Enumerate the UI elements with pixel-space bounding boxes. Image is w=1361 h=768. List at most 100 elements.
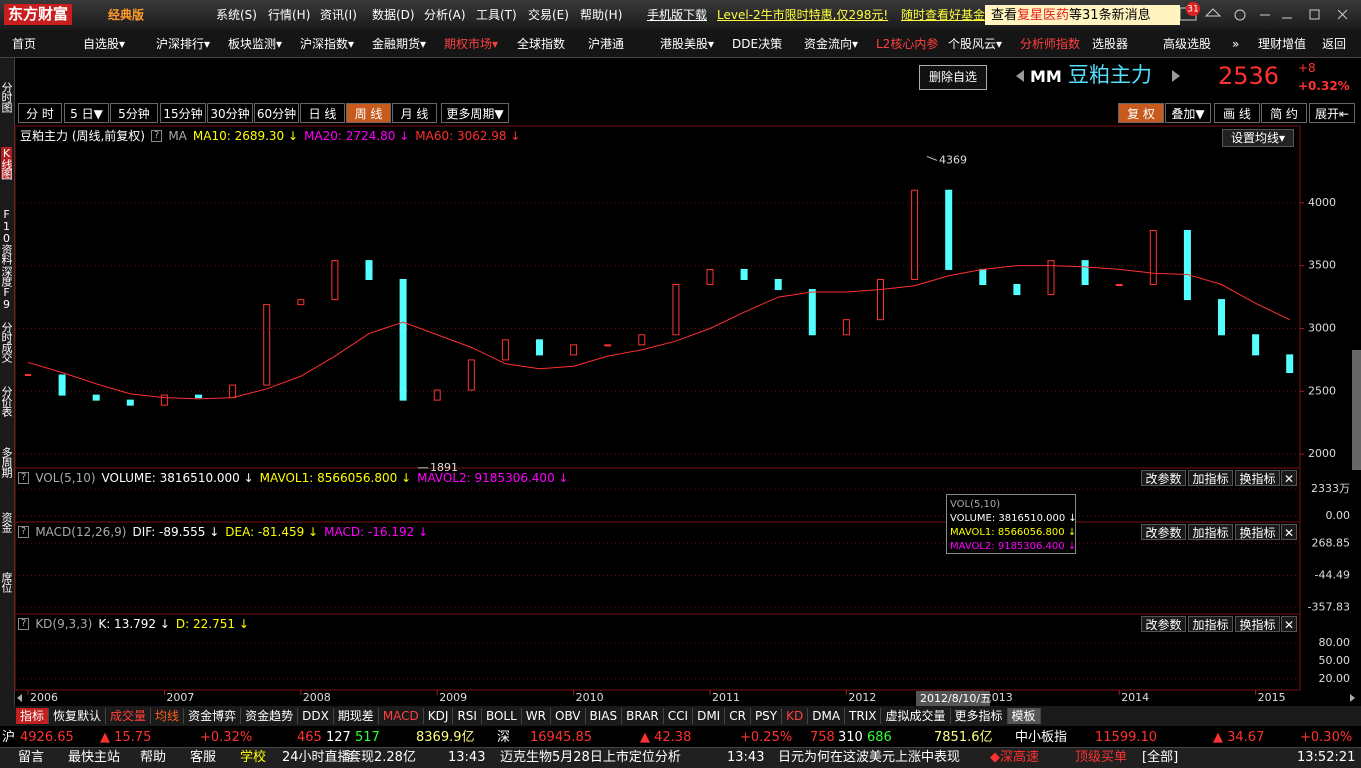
nav-item[interactable]: 资金流向▾ xyxy=(804,37,859,51)
panel-button[interactable]: 改参数 xyxy=(1141,616,1186,632)
panel-button[interactable]: 改参数 xyxy=(1141,524,1186,540)
help-box[interactable]: ? xyxy=(151,130,163,142)
indicator-tab[interactable]: BOLL xyxy=(482,708,522,724)
period-button[interactable]: 60分钟 xyxy=(254,103,299,123)
tool-button[interactable]: 叠加▼ xyxy=(1165,103,1211,123)
indicator-tab[interactable]: DDX xyxy=(298,708,334,724)
status-item[interactable]: 学校 xyxy=(240,750,267,765)
menu-item[interactable]: 工具(T) xyxy=(476,8,517,22)
nav-item[interactable]: 返回 xyxy=(1322,37,1347,51)
help-box[interactable]: ? xyxy=(18,526,30,538)
indicator-tab[interactable]: TRIX xyxy=(845,708,882,724)
nav-item[interactable]: 个股风云▾ xyxy=(948,37,1003,51)
scroll-left[interactable] xyxy=(17,694,22,702)
nav-item[interactable]: DDE决策 xyxy=(732,37,783,51)
nav-item[interactable]: 金融期货▾ xyxy=(372,37,427,51)
menu-item[interactable]: 资讯(I) xyxy=(320,8,357,22)
menu-item[interactable]: 数据(D) xyxy=(372,8,415,22)
indicator-tab[interactable]: 模板 xyxy=(1007,708,1041,724)
tool-button[interactable]: 画 线 xyxy=(1214,103,1260,123)
menu-item[interactable]: 系统(S) xyxy=(216,8,257,22)
nav-item[interactable]: 沪深指数▾ xyxy=(300,37,355,51)
nav-item[interactable]: 沪港通 xyxy=(588,37,625,51)
panel-button[interactable]: 加指标 xyxy=(1188,616,1233,632)
period-button[interactable]: 5分钟 xyxy=(110,103,158,123)
period-button[interactable]: 日 线 xyxy=(300,103,345,123)
indicator-tab[interactable]: PSY xyxy=(751,708,783,724)
panel-button[interactable]: ✕ xyxy=(1281,524,1297,540)
indicator-tab[interactable]: 资金博弈 xyxy=(184,708,242,724)
tool-button[interactable]: 简 约 xyxy=(1261,103,1307,123)
status-item[interactable]: 客服 xyxy=(190,750,217,765)
panel-button[interactable]: 改参数 xyxy=(1141,470,1186,486)
indicator-tab[interactable]: DMI xyxy=(693,708,726,724)
nav-item[interactable]: » xyxy=(1232,37,1240,51)
indicator-tab[interactable]: 成交量 xyxy=(106,708,152,724)
nav-item[interactable]: 沪深排行▾ xyxy=(156,37,211,51)
side-tab[interactable]: F10资料 xyxy=(0,208,13,264)
menu-item[interactable]: 行情(H) xyxy=(268,8,311,22)
nav-item[interactable]: 高级选股 xyxy=(1163,37,1212,51)
indicator-tab[interactable]: 恢复默认 xyxy=(49,708,107,724)
period-button[interactable]: 15分钟 xyxy=(160,103,206,123)
nav-item[interactable]: 板块监测▾ xyxy=(228,37,283,51)
nav-item[interactable]: 首页 xyxy=(12,37,37,51)
restore-icon[interactable] xyxy=(1309,9,1320,20)
nav-item[interactable]: 理财增值 xyxy=(1258,37,1307,51)
menu-item[interactable]: 分析(A) xyxy=(424,8,466,22)
indicator-tab[interactable]: CR xyxy=(725,708,751,724)
period-button[interactable]: 更多周期▼ xyxy=(441,103,509,123)
status-item[interactable]: 帮助 xyxy=(140,750,167,765)
tool-button[interactable]: 复 权 xyxy=(1118,103,1164,123)
top-link[interactable]: 手机版下载 xyxy=(647,8,708,22)
period-button[interactable]: 月 线 xyxy=(392,103,437,123)
panel-button[interactable]: ✕ xyxy=(1281,470,1297,486)
prev-arrow[interactable] xyxy=(1010,70,1024,82)
notice[interactable]: 查看 复星医药 等31条新消息 xyxy=(985,5,1180,25)
scroll-right[interactable] xyxy=(1350,694,1355,702)
indicator-tab[interactable]: MACD xyxy=(379,708,424,724)
menu-item[interactable]: 交易(E) xyxy=(528,8,569,22)
indicator-tab[interactable]: WR xyxy=(522,708,551,724)
panel-button[interactable]: 换指标 xyxy=(1235,470,1280,486)
panel-button[interactable]: 换指标 xyxy=(1235,616,1280,632)
indicator-tab[interactable]: 期现差 xyxy=(334,708,379,724)
indicator-tab[interactable]: 均线 xyxy=(151,708,185,724)
status-item[interactable]: 24小时直播 xyxy=(282,750,351,765)
nav-item[interactable]: 分析师指数 xyxy=(1020,37,1081,51)
help-box[interactable]: ? xyxy=(18,618,30,630)
side-tab[interactable]: 多周期 xyxy=(0,447,13,477)
nav-item[interactable]: 自选股▾ xyxy=(83,37,126,51)
panel-button[interactable]: 加指标 xyxy=(1188,524,1233,540)
indicator-tab[interactable]: DMA xyxy=(808,708,846,724)
period-button[interactable]: 5 日▼ xyxy=(64,103,109,123)
top-link[interactable]: Level-2牛市限时特惠,仅298元! xyxy=(717,8,889,22)
indicator-tab[interactable]: 资金趋势 xyxy=(241,708,299,724)
home-icon[interactable] xyxy=(1204,8,1222,17)
help-box[interactable]: ? xyxy=(18,472,30,484)
next-arrow[interactable] xyxy=(1172,70,1186,82)
settings-icon[interactable] xyxy=(1234,9,1246,21)
side-tab[interactable]: 资金 xyxy=(0,512,13,532)
nav-item[interactable]: 全球指数 xyxy=(517,37,566,51)
panel-button[interactable]: ✕ xyxy=(1281,616,1297,632)
period-button[interactable]: 周 线 xyxy=(346,103,391,123)
indicator-tab[interactable]: RSI xyxy=(453,708,482,724)
side-tab[interactable]: 分时成交 xyxy=(0,322,13,362)
indicator-tab[interactable]: BIAS xyxy=(586,708,623,724)
nav-item[interactable]: 选股器 xyxy=(1092,37,1129,51)
set-ma-button[interactable]: 设置均线▾ xyxy=(1222,129,1294,147)
period-button[interactable]: 分 时 xyxy=(18,103,62,123)
indicator-tab[interactable]: 指标 xyxy=(16,708,50,724)
tool-button[interactable]: 展开⇤ xyxy=(1309,103,1355,123)
side-tab[interactable]: K线图 xyxy=(0,147,13,179)
side-tab[interactable]: 分价表 xyxy=(0,386,13,416)
panel-button[interactable]: 换指标 xyxy=(1235,524,1280,540)
close-icon[interactable] xyxy=(1337,9,1348,20)
indicator-tab[interactable]: KDJ xyxy=(424,708,454,724)
side-tab[interactable]: 分时图 xyxy=(0,82,13,112)
period-button[interactable]: 30分钟 xyxy=(207,103,253,123)
top-link[interactable]: 随时查看好基金 xyxy=(901,8,986,22)
indicator-tab[interactable]: 虚拟成交量 xyxy=(881,708,951,724)
indicator-tab[interactable]: KD xyxy=(782,708,809,724)
